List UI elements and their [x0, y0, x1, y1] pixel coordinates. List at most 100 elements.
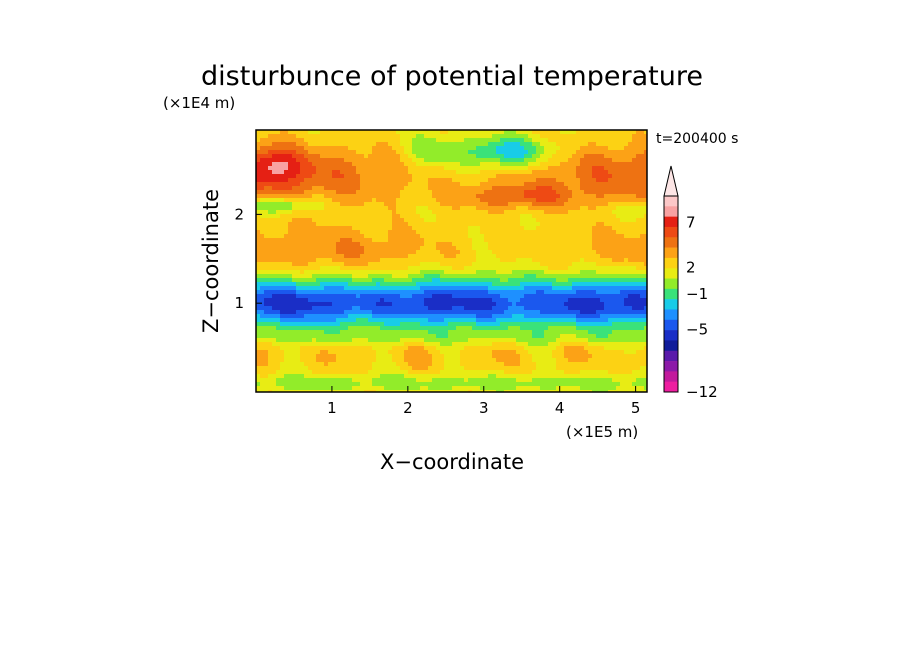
contour-cell	[572, 282, 577, 287]
contour-cell	[572, 234, 577, 239]
contour-cell	[376, 246, 381, 251]
contour-cell	[400, 210, 405, 215]
contour-cell	[428, 158, 433, 163]
contour-cell	[304, 282, 309, 287]
contour-cell	[500, 150, 505, 155]
contour-cell	[312, 306, 317, 311]
contour-cell	[348, 158, 353, 163]
contour-cell	[564, 306, 569, 311]
contour-cell	[376, 142, 381, 147]
contour-cell	[548, 130, 553, 135]
contour-cell	[276, 242, 281, 247]
contour-cell	[352, 250, 357, 255]
contour-cell	[412, 234, 417, 239]
contour-cell	[612, 314, 617, 319]
contour-cell	[508, 186, 513, 191]
contour-cell	[380, 202, 385, 207]
contour-cell	[288, 174, 293, 179]
contour-cell	[340, 218, 345, 223]
contour-cell	[456, 206, 461, 211]
contour-cell	[528, 290, 533, 295]
contour-cell	[364, 214, 369, 219]
contour-cell	[316, 278, 321, 283]
contour-cell	[348, 298, 353, 303]
contour-cell	[540, 202, 545, 207]
contour-cell	[624, 210, 629, 215]
contour-cell	[592, 174, 597, 179]
contour-cell	[364, 210, 369, 215]
contour-cell	[584, 166, 589, 171]
contour-cell	[612, 206, 617, 211]
contour-cell	[456, 170, 461, 175]
contour-cell	[356, 222, 361, 227]
contour-cell	[528, 190, 533, 195]
contour-cell	[552, 282, 557, 287]
contour-cell	[428, 330, 433, 335]
contour-cell	[620, 210, 625, 215]
contour-cell	[600, 270, 605, 275]
contour-cell	[544, 170, 549, 175]
contour-cell	[448, 314, 453, 319]
contour-cell	[512, 142, 517, 147]
contour-cell	[480, 194, 485, 199]
contour-cell	[380, 158, 385, 163]
contour-cell	[632, 238, 637, 243]
contour-cell	[392, 310, 397, 315]
contour-cell	[416, 314, 421, 319]
contour-cell	[340, 158, 345, 163]
contour-cell	[636, 206, 641, 211]
contour-cell	[520, 314, 525, 319]
contour-cell	[584, 270, 589, 275]
contour-cell	[344, 154, 349, 159]
contour-cell	[360, 234, 365, 239]
contour-cell	[552, 278, 557, 283]
contour-cell	[452, 170, 457, 175]
contour-cell	[452, 206, 457, 211]
contour-cell	[536, 194, 541, 199]
contour-cell	[368, 198, 373, 203]
contour-cell	[408, 278, 413, 283]
contour-cell	[504, 170, 509, 175]
contour-cell	[572, 242, 577, 247]
contour-cell	[264, 198, 269, 203]
contour-cell	[428, 274, 433, 279]
contour-cell	[568, 142, 573, 147]
contour-cell	[320, 278, 325, 283]
contour-cell	[388, 142, 393, 147]
contour-cell	[372, 270, 377, 275]
contour-cell	[584, 186, 589, 191]
contour-cell	[448, 206, 453, 211]
contour-cell	[324, 226, 329, 231]
contour-cell	[340, 210, 345, 215]
contour-cell	[512, 194, 517, 199]
contour-cell	[452, 182, 457, 187]
contour-cell	[572, 218, 577, 223]
contour-cell	[520, 130, 525, 135]
contour-cell	[496, 210, 501, 215]
contour-cell	[328, 310, 333, 315]
contour-cell	[580, 186, 585, 191]
contour-cell	[316, 206, 321, 211]
contour-cell	[336, 330, 341, 335]
contour-cell	[504, 254, 509, 259]
contour-cell	[488, 130, 493, 135]
contour-cell	[344, 198, 349, 203]
contour-cell	[336, 294, 341, 299]
contour-cell	[336, 242, 341, 247]
contour-cell	[284, 230, 289, 235]
contour-cell	[304, 270, 309, 275]
contour-cell	[600, 142, 605, 147]
contour-cell	[408, 290, 413, 295]
contour-cell	[360, 214, 365, 219]
contour-cell	[596, 154, 601, 159]
contour-cell	[412, 302, 417, 307]
contour-cell	[576, 138, 581, 143]
contour-cell	[636, 146, 641, 151]
contour-cell	[580, 258, 585, 263]
contour-cell	[264, 278, 269, 283]
contour-cell	[584, 242, 589, 247]
contour-cell	[592, 226, 597, 231]
contour-cell	[416, 178, 421, 183]
contour-cell	[600, 306, 605, 311]
contour-cell	[480, 222, 485, 227]
